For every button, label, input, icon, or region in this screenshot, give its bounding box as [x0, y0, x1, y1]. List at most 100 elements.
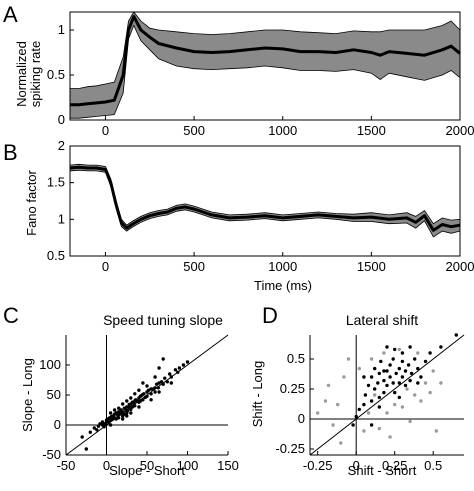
panel-c-data-point [141, 381, 145, 385]
panel-d-label: D [262, 303, 278, 328]
panel-c-title: Speed tuning slope [103, 312, 223, 328]
panel-b-xtick-label: 500 [183, 259, 205, 274]
panel-c-data-point [129, 396, 133, 400]
panel-c-data-point [157, 366, 161, 370]
panel-d-data-point [428, 390, 432, 395]
panel-d-data-point [397, 381, 401, 385]
panel-d-data-point [439, 381, 443, 385]
panel-d-data-point [400, 351, 405, 355]
panel-d-data-point [419, 399, 423, 403]
panel-b-xtick-label: 1500 [357, 259, 386, 274]
panel-b-ytick-label: 1 [58, 211, 65, 226]
panel-c-ytick-label: 50 [47, 387, 61, 402]
panel-d-axes [309, 334, 465, 456]
panel-a-xtick-label: 0 [102, 123, 109, 138]
panel-c-xtick-label: 150 [217, 458, 239, 473]
panel-b-ylabel: Fano factor [24, 169, 39, 235]
panel-c-data-point [149, 392, 153, 396]
panel-a-xtick-label: 500 [183, 123, 205, 138]
panel-c-data-point [168, 372, 172, 376]
panel-c-data-point [163, 376, 167, 380]
panel-a-ytick-label: 0.5 [47, 67, 65, 82]
panel-d-data-point [400, 375, 405, 379]
panel-d-data-point [366, 411, 371, 415]
panel-d-data-point [416, 351, 420, 355]
panel-a-ylabel-line1: Normalized [14, 41, 29, 107]
panel-d-data-point [406, 363, 411, 367]
panel-b-frame [69, 145, 461, 257]
panel-c-data-point [165, 380, 169, 384]
panel-d-data-point [397, 395, 401, 400]
panel-c-data-point [100, 420, 105, 424]
panel-d-data-point [336, 402, 340, 407]
panel-b-mean-trace [69, 165, 461, 232]
panel-d-data-point [394, 371, 398, 376]
panel-c-data-point [102, 425, 106, 429]
panel-d-data-point [405, 387, 409, 391]
panel-c-data-point [133, 404, 137, 408]
panel-d-xtick-label: 0.5 [424, 458, 442, 473]
panel-c-data-point [112, 408, 117, 412]
panel-d-data-point [382, 369, 386, 373]
panel-d-xtick-label: 0 [353, 458, 360, 473]
panel-d-ylabel: Shift - Long [250, 361, 265, 428]
panel-c-data-point [108, 411, 113, 415]
panel-d-data-point [385, 411, 389, 415]
panel-c-data-point [145, 394, 149, 398]
panel-c-data-point [137, 388, 141, 392]
panel-d-data-point [388, 435, 392, 439]
panel-d-data-point [362, 429, 366, 433]
panel-d-xtick-label: 0.25 [382, 458, 407, 473]
panel-d-data-point [423, 359, 428, 364]
panel-c-xtick-label: -50 [57, 458, 76, 473]
panel-d-tick-labels: -0.25 0 0.25 0.5 -0.25 0 0.25 0.5 [275, 351, 442, 473]
panel-d-data-point [363, 393, 368, 397]
panel-d-data-point [428, 351, 432, 355]
panel-d-data-point [357, 366, 361, 371]
panel-c-data-point [95, 428, 99, 432]
panel-d-data-point [413, 393, 417, 397]
panel-c-data-point [169, 375, 173, 379]
panel-b-xtick-label: 0 [102, 259, 109, 274]
panel-c: C Speed tuning slope -50 0 50 100 150 -50 0 50 1… [3, 303, 239, 478]
panel-c-xtick-label: 100 [177, 458, 199, 473]
panel-d-data-point [342, 375, 346, 379]
panel-c-data-point [129, 407, 133, 412]
panel-d-data-point [339, 441, 343, 445]
panel-a-ylabel-line2: spiking rate [28, 41, 43, 107]
panel-d-data-point [388, 375, 392, 379]
panel-c-data-point [92, 426, 97, 430]
panel-d-ytick-label: 0 [298, 411, 305, 426]
panel-d-data-point [377, 426, 381, 431]
panel-c-data-point [181, 363, 186, 367]
panel-d-data-point [377, 395, 381, 400]
panel-a-frame [69, 11, 461, 121]
panel-c-data-point [96, 424, 101, 428]
panel-c-data-point [137, 405, 141, 409]
panel-d: D Lateral shift -0.25 0 0.25 0.5 -0.25 0 0.25 0… [250, 303, 465, 478]
panel-b-axes [69, 145, 461, 257]
panel-d-data-point [326, 383, 331, 388]
panel-d-data-point [379, 359, 383, 364]
panel-d-data-point [373, 366, 377, 371]
panel-c-data-point [157, 390, 161, 394]
panel-d-data-point [373, 387, 377, 391]
panel-d-xtick-label: -0.25 [303, 458, 333, 473]
panel-c-data-point [129, 411, 133, 415]
panel-c-data-point [117, 406, 121, 410]
panel-d-data-point [316, 411, 320, 415]
panel-b-label: B [3, 140, 18, 165]
panel-d-data-point [382, 390, 386, 395]
panel-a-axes [69, 11, 461, 121]
panel-c-data-point [153, 375, 157, 379]
panel-c-data-point [121, 402, 125, 406]
panel-d-data-point [369, 399, 374, 403]
panel-d-data-point [454, 333, 458, 337]
panel-c-data-point [141, 398, 145, 402]
panel-a-mean-trace [70, 15, 461, 107]
panel-a-tick-labels: 0 500 1000 1500 2000 0 0.5 1 [47, 22, 474, 138]
panel-d-data-point [391, 381, 395, 385]
panel-a-xtick-label: 1500 [357, 123, 386, 138]
panel-d-data-point [403, 369, 408, 373]
